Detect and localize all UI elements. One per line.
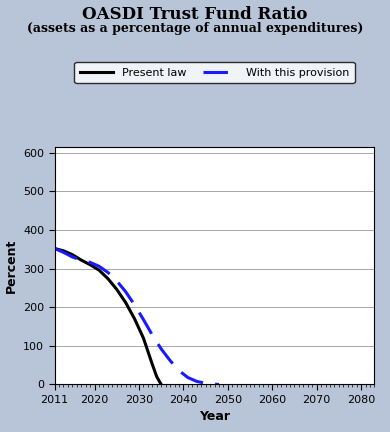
With this provision [177, 368, 181, 373]
Present law [154, 374, 159, 379]
Present law [141, 336, 146, 341]
Text: (assets as a percentage of annual expenditures): (assets as a percentage of annual expend… [27, 22, 363, 35]
With this provision [186, 375, 190, 380]
X-axis label: Year: Year [199, 410, 230, 423]
Present law [123, 300, 128, 305]
Present law [114, 287, 119, 292]
With this provision [114, 278, 119, 283]
With this provision [141, 317, 146, 322]
Present law [70, 252, 75, 257]
Y-axis label: Percent: Percent [5, 238, 18, 293]
With this provision [203, 381, 208, 386]
Text: OASDI Trust Fund Ratio: OASDI Trust Fund Ratio [82, 6, 308, 23]
With this provision [159, 346, 163, 352]
With this provision [216, 382, 221, 387]
Present law [159, 382, 163, 387]
With this provision [61, 250, 66, 255]
Present law [52, 246, 57, 251]
Present law [106, 276, 110, 281]
Legend: Present law, With this provision: Present law, With this provision [74, 62, 355, 83]
Present law [150, 362, 155, 367]
With this provision [132, 302, 137, 308]
With this provision [70, 254, 75, 260]
Present law [79, 257, 83, 263]
With this provision [106, 270, 110, 275]
With this provision [194, 379, 199, 384]
With this provision [212, 381, 217, 387]
Line: Present law: Present law [55, 248, 161, 384]
Present law [88, 262, 92, 267]
Line: With this provision: With this provision [55, 248, 219, 384]
With this provision [168, 358, 172, 363]
With this provision [79, 257, 83, 263]
With this provision [88, 260, 92, 265]
Present law [61, 248, 66, 254]
Present law [132, 316, 137, 321]
With this provision [52, 246, 57, 251]
With this provision [123, 289, 128, 294]
With this provision [150, 333, 155, 338]
Present law [97, 267, 101, 273]
With this provision [97, 264, 101, 269]
